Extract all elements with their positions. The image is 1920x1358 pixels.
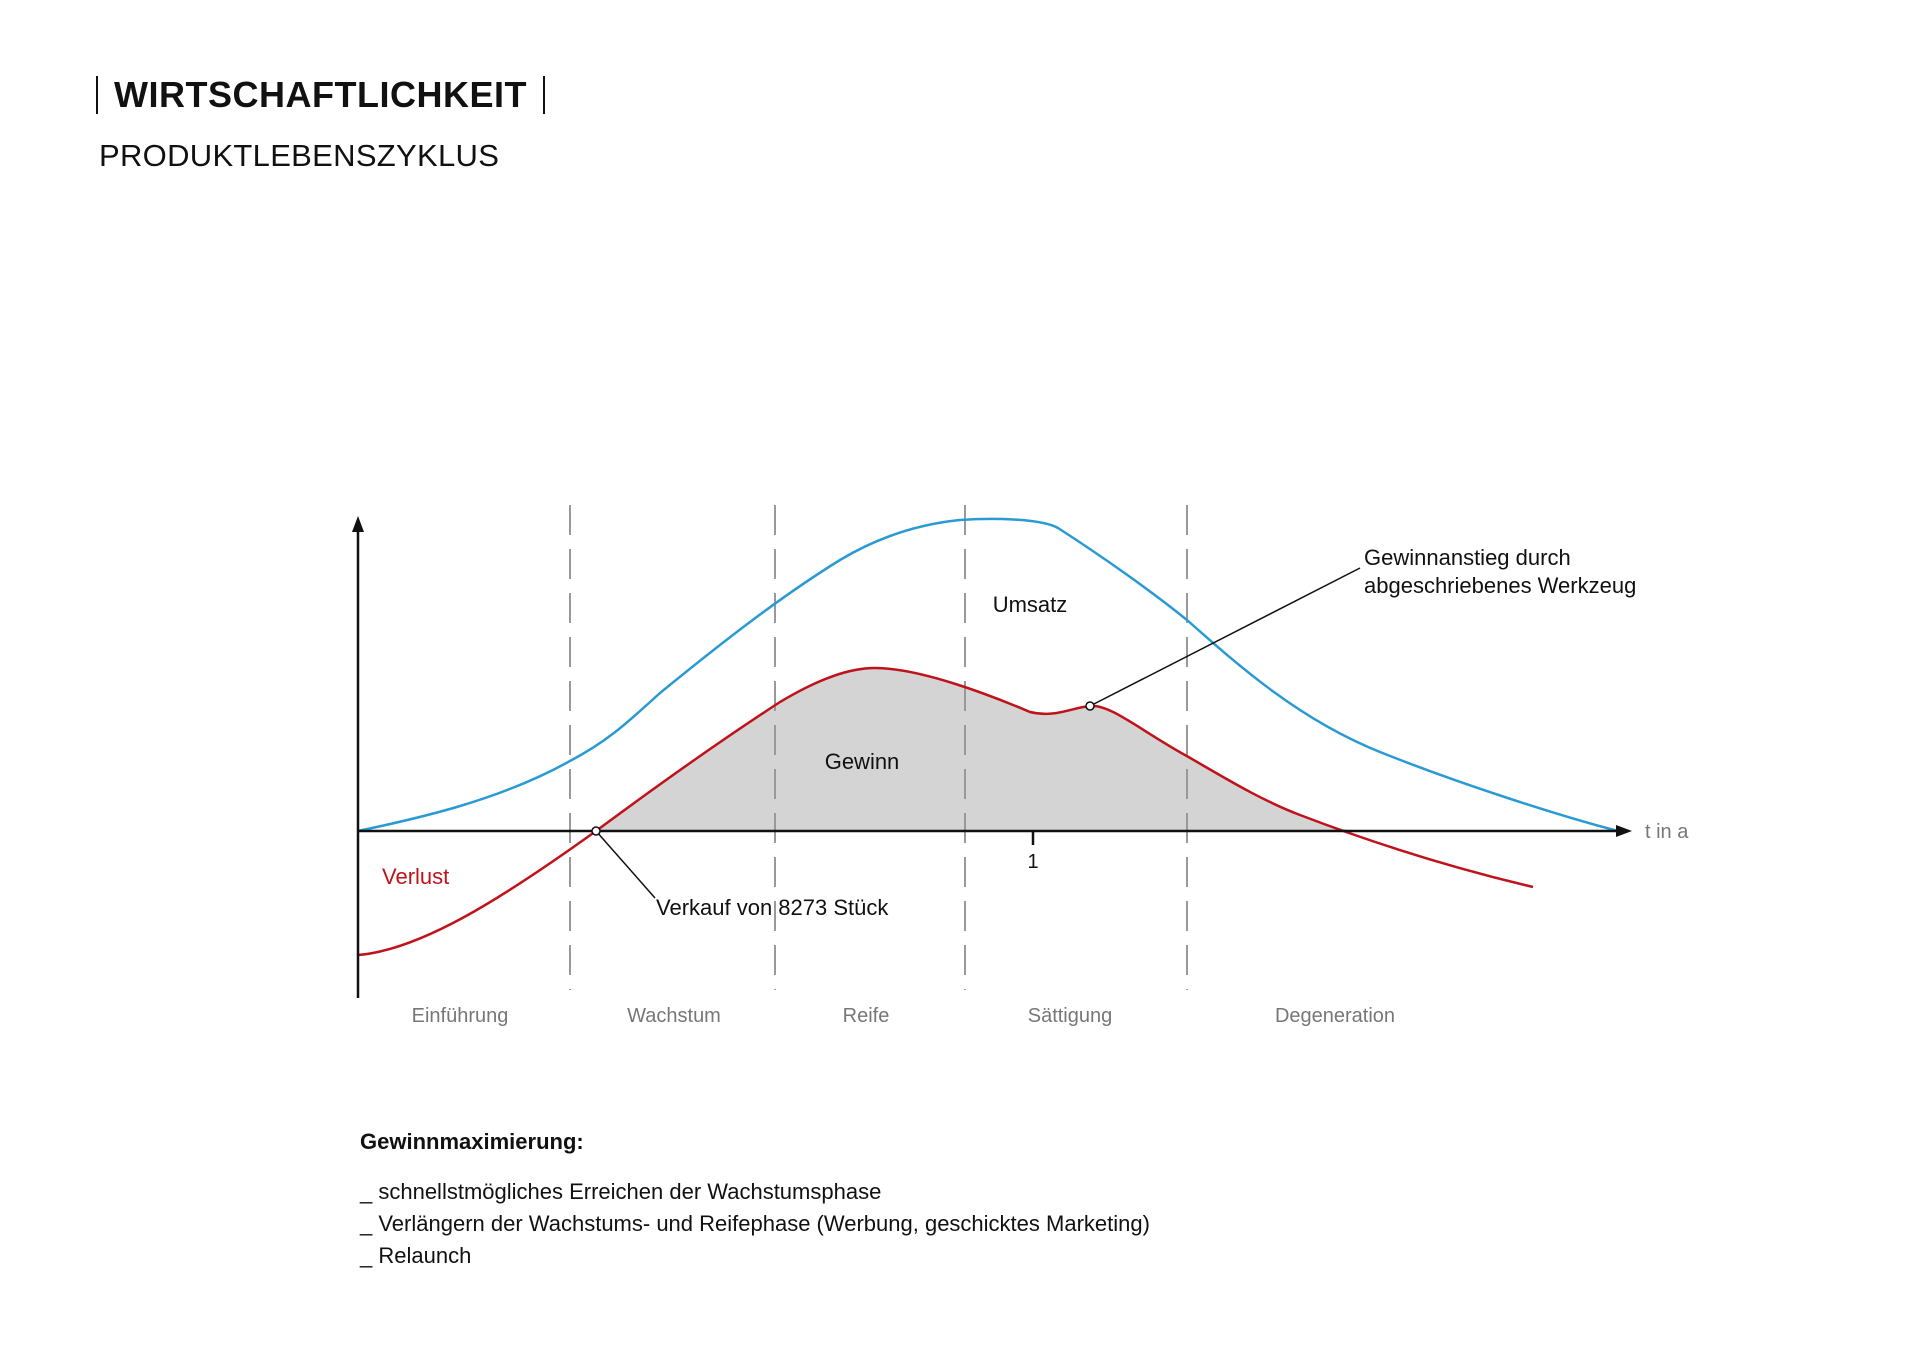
phase-label-degeneration: Degeneration — [1275, 1005, 1395, 1027]
profit-rise-leader — [1089, 567, 1361, 707]
loss-label: Verlust — [382, 864, 449, 889]
phase-label-einfuehrung: Einführung — [412, 1005, 509, 1027]
break-even-point — [591, 826, 601, 836]
title-bar-left — [96, 76, 98, 114]
page-subtitle: PRODUKTLEBENSZYKLUS — [99, 138, 500, 173]
break-even-leader — [595, 830, 656, 899]
list-item: _ schnellstmögliches Erreichen der Wachs… — [360, 1179, 882, 1204]
x-axis-arrow — [1616, 825, 1632, 837]
phase-labels: Einführung Wachstum Reife Sättigung Dege… — [412, 1005, 1395, 1027]
profit-rise-annotation-line1: Gewinnanstieg durch — [1364, 545, 1571, 570]
revenue-curve — [357, 517, 1619, 833]
phase-dividers — [569, 505, 1188, 990]
revenue-label: Umsatz — [993, 592, 1068, 617]
list-item: _ Verlängern der Wachstums- und Reifepha… — [360, 1211, 1150, 1236]
page-title: WIRTSCHAFTLICHKEIT — [80, 74, 561, 116]
annotation-leaders — [595, 567, 1361, 899]
break-even-annotation: Verkauf von 8273 Stück — [656, 895, 889, 920]
list-item: _ Relaunch — [360, 1243, 472, 1268]
notes-heading: Gewinnmaximierung: — [360, 1129, 584, 1154]
profit-rise-annotation-line2: abgeschriebenes Werkzeug — [1364, 573, 1636, 598]
profit-area — [596, 668, 1360, 831]
phase-label-saettigung: Sättigung — [1028, 1005, 1113, 1027]
y-axis-arrow — [352, 516, 364, 532]
profit-label: Gewinn — [825, 749, 900, 774]
phase-label-reife: Reife — [843, 1005, 890, 1027]
title-bar-right — [542, 76, 545, 114]
notes-section: Gewinnmaximierung: _ schnellstmögliches … — [360, 1126, 1150, 1272]
x-axis-label: t in a — [1645, 821, 1689, 843]
page-title-text: WIRTSCHAFTLICHKEIT — [114, 74, 527, 115]
profit-rise-point — [1085, 701, 1095, 711]
axes — [352, 516, 1632, 998]
notes-list: _ schnellstmögliches Erreichen der Wachs… — [360, 1176, 1150, 1272]
phase-label-wachstum: Wachstum — [627, 1005, 721, 1027]
x-tick-label: 1 — [1027, 851, 1038, 873]
